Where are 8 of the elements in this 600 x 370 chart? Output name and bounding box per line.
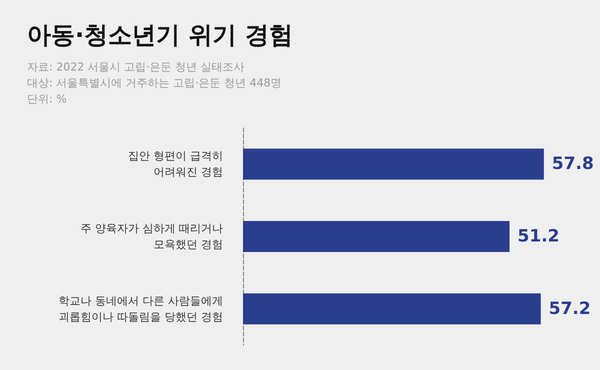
- y-tick-label: 집안 형편이 급격히 어려워진 경험: [128, 150, 223, 179]
- chart-title: 아동·청소년기 위기 경험: [27, 21, 293, 49]
- data-label: 57.8: [552, 154, 594, 174]
- y-tick-label: 주 양육자가 심하게 때리거나 모욕했던 경험: [80, 222, 223, 251]
- text: 자료: 2022 서울시 고립·은둔 청년 실태조사 대상: 서울특별시에 거주하는 고립·은둔 청년 448명 단위: %: [27, 60, 282, 106]
- data-label: 51.2: [518, 226, 560, 246]
- y-tick-label: 학교나 동네에서 다른 사람들에게 괴롭힘이나 따돌림을 당했던 경험: [58, 294, 223, 324]
- data-label: 57.2: [548, 298, 591, 319]
